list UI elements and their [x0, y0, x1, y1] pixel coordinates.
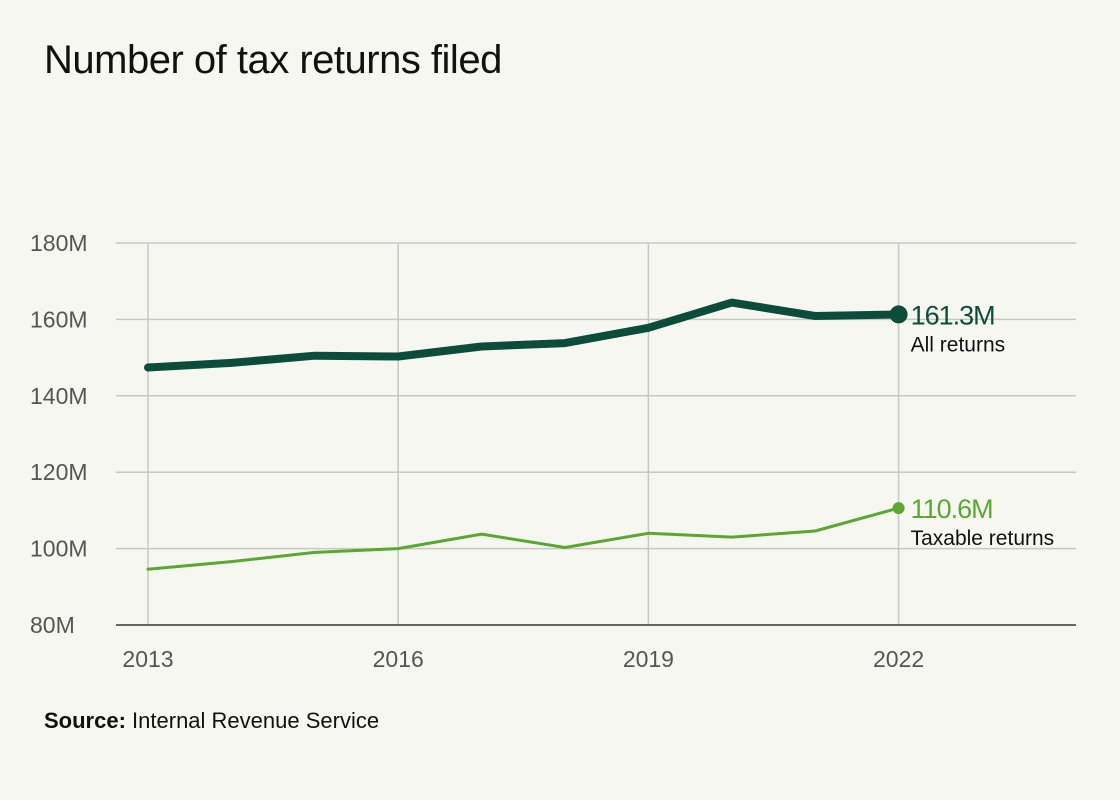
y-tick-label-80M: 80M: [30, 612, 75, 638]
end-point-all-returns: [889, 305, 908, 324]
end-value-label-all-returns: 161.3M: [911, 300, 995, 330]
x-tick-label-2022: 2022: [873, 646, 924, 672]
x-tick-label-2013: 2013: [122, 646, 173, 672]
series-line-taxable-returns: [146, 506, 901, 571]
source-note: Source: Internal Revenue Service: [44, 706, 379, 736]
x-tick-label-2019: 2019: [623, 646, 674, 672]
chart-title: Number of tax returns filed: [44, 38, 502, 82]
series-label-all-returns: All returns: [911, 333, 1006, 356]
y-tick-label-120M: 120M: [30, 459, 88, 485]
y-tick-label-160M: 160M: [30, 306, 88, 332]
end-labels: 161.3M All returns 110.6M Taxable returns: [911, 300, 1055, 550]
y-tick-label-100M: 100M: [30, 536, 88, 562]
y-tick-label-140M: 140M: [30, 383, 88, 409]
series-line-all-returns: [144, 298, 903, 372]
source-label: Source:: [44, 708, 126, 733]
x-axis-ticks: 2013 2016 2019 2022: [122, 646, 924, 672]
source-text: Internal Revenue Service: [132, 708, 380, 733]
end-value-label-taxable-returns: 110.6M: [911, 494, 993, 524]
x-tick-label-2016: 2016: [373, 646, 424, 672]
series-label-taxable-returns: Taxable returns: [911, 527, 1055, 550]
series-lines: [144, 298, 908, 571]
y-tick-label-180M: 180M: [30, 230, 88, 256]
y-axis-ticks: 80M 100M 120M 140M 160M 180M: [30, 230, 88, 638]
end-point-taxable-returns: [892, 502, 905, 515]
